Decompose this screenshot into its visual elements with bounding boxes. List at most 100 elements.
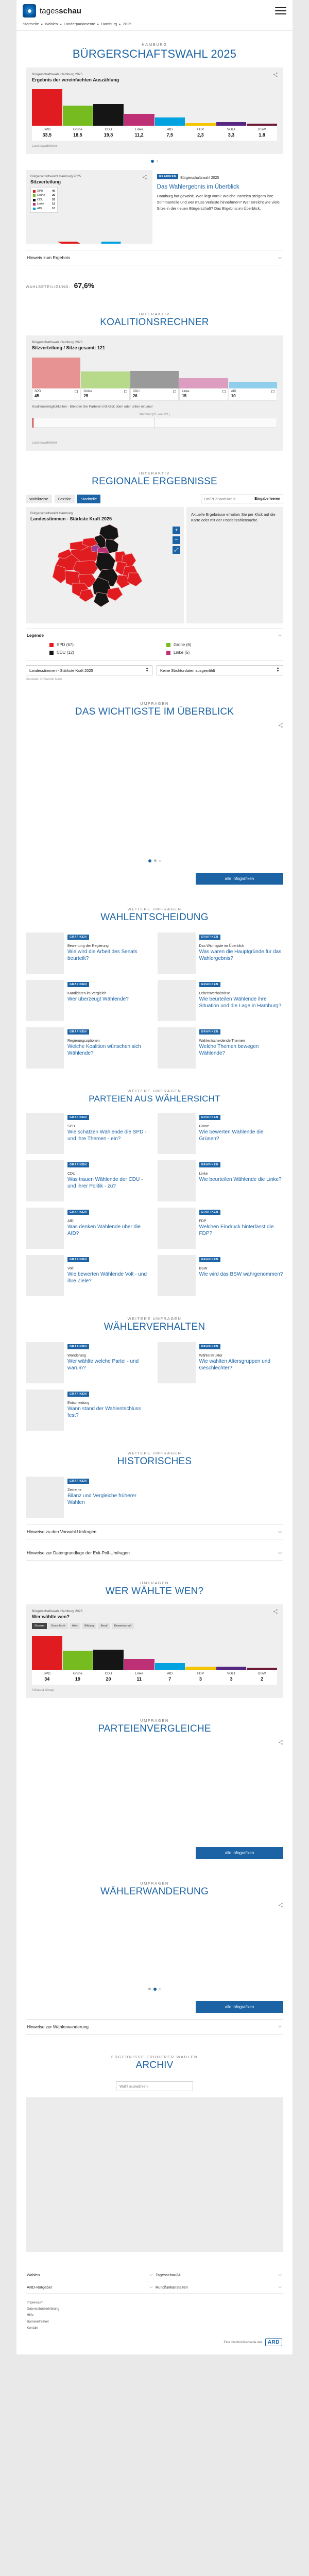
teaser-card[interactable]: GRAFIKEN Linke Wie beurteilen Wählende die… bbox=[157, 1160, 284, 1202]
all-infographics-button[interactable]: alle Infografiken bbox=[196, 2001, 283, 2013]
footer-link[interactable]: ARD-Ratgeber bbox=[26, 2281, 154, 2294]
teaser-title[interactable]: Wie wird das BSW wahrgenommen? bbox=[199, 1272, 283, 1278]
teaser-card[interactable]: GRAFIKEN Kandidaten im Vergleich Wer überz… bbox=[26, 979, 152, 1021]
pv-carousel[interactable] bbox=[26, 1740, 283, 1840]
coalition-checkbox[interactable] bbox=[75, 390, 78, 394]
map-zoom-in-button[interactable]: + bbox=[172, 527, 180, 535]
map-zoom-out-button[interactable]: − bbox=[172, 536, 180, 545]
teaser-title[interactable]: Was waren die Hauptgründe für das Wahler… bbox=[199, 948, 282, 961]
accordion-vorwahl-umfragen[interactable]: Hinweise zu den Vorwahl-Umfragen bbox=[26, 1524, 283, 1540]
footer-meta-link[interactable]: Impressum bbox=[27, 2300, 44, 2304]
carousel-dot-1[interactable] bbox=[150, 159, 154, 163]
map-reset-button[interactable]: ⤢ bbox=[172, 546, 180, 554]
carousel-dot-2[interactable] bbox=[153, 859, 157, 862]
footer-link[interactable]: Tagesschau24 bbox=[154, 2269, 283, 2281]
teaser-title[interactable]: Wann stand der Wahlentschluss fest? bbox=[67, 1406, 141, 1419]
coalition-bar-afd[interactable] bbox=[228, 382, 278, 389]
carousel-dot-1[interactable] bbox=[148, 859, 151, 862]
share-icon[interactable] bbox=[278, 1903, 283, 1908]
share-icon[interactable] bbox=[273, 72, 278, 77]
coalition-party-toggles[interactable]: SPD 45 Grüne 25 CDU 26 Linke 15 AfD 10 bbox=[32, 388, 278, 401]
teaser-card[interactable]: GRAFIKEN SPD Wie schätzen Wählende die SPD… bbox=[26, 1113, 152, 1155]
coalition-cell-cdu[interactable]: CDU 26 bbox=[130, 388, 179, 401]
share-icon[interactable] bbox=[273, 1609, 278, 1614]
teaser-title[interactable]: Was denken Wählende über die AfD? bbox=[67, 1224, 141, 1237]
teaser-card[interactable]: GRAFIKEN Lebensverhältnisse Wie beurteilen… bbox=[157, 979, 284, 1021]
accordion-exit-poll[interactable]: Hinweise zur Datengrundlage der Exit-Pol… bbox=[26, 1546, 283, 1561]
teaser-title[interactable]: Wie beurteilen Wählende die Linke? bbox=[199, 1177, 282, 1183]
hamburger-menu-icon[interactable] bbox=[275, 5, 286, 16]
footer-meta-link[interactable]: Kontakt bbox=[27, 2326, 39, 2330]
breadcrumb-item-2[interactable]: Länderparlamente bbox=[63, 22, 95, 26]
www-tab-group[interactable]: Gesamt Geschlecht Alter Bildung Beruf Gewerks… bbox=[32, 1623, 277, 1630]
www-tab-geschlecht[interactable]: Geschlecht bbox=[48, 1623, 68, 1630]
ww2-carousel-dots[interactable] bbox=[16, 1982, 293, 1994]
coalition-bar-cdu[interactable] bbox=[130, 370, 179, 389]
accordion-waehlerwanderung[interactable]: Hinweise zur Wählerwanderung bbox=[26, 2019, 283, 2035]
teaser-title[interactable]: Was trauen Wählende der CDU - und ihrer … bbox=[67, 1177, 143, 1190]
teaser-title[interactable]: Welche Themen bewegen Wählende? bbox=[199, 1043, 259, 1056]
tab-wahlkreise[interactable]: Wahlkreise bbox=[26, 495, 52, 504]
map-metric-select[interactable]: Landesstimmen - Stärkste Kraft 2025 ▲ ▼ bbox=[26, 665, 152, 676]
coalition-checkbox[interactable] bbox=[124, 390, 127, 394]
teaser-title[interactable]: Wer überzeugt Wählende? bbox=[67, 996, 129, 1002]
all-infographics-button[interactable]: alle Infografiken bbox=[196, 1846, 283, 1859]
coalition-cell-spd[interactable]: SPD 45 bbox=[32, 388, 81, 401]
carousel-dot-3[interactable] bbox=[159, 860, 161, 862]
region-search-input[interactable]: Ort/PLZ/Wahlkreis Eingabe leeren bbox=[201, 495, 283, 504]
map-structure-select[interactable]: Keine Strukturdaten ausgewählt ▲ ▼ bbox=[157, 665, 283, 676]
teaser-title[interactable]: Wie schätzen Wählende die SPD - und ihre… bbox=[67, 1129, 147, 1142]
share-icon[interactable] bbox=[142, 175, 147, 180]
footer-meta-link[interactable]: Hilfe bbox=[27, 2313, 34, 2317]
teaser-title[interactable]: Bilanz und Vergleiche früherer Wahlen bbox=[67, 1493, 136, 1506]
footer-link[interactable]: Rundfunkanstalten bbox=[154, 2281, 283, 2294]
coalition-cell-afd[interactable]: AfD 10 bbox=[228, 388, 278, 401]
coalition-checkbox[interactable] bbox=[271, 390, 275, 394]
teaser-title[interactable]: Wie bewerten Wählende Volt - und ihre Zi… bbox=[67, 1272, 147, 1284]
footer-meta-link[interactable]: Datenschutzerklärung bbox=[27, 2307, 60, 2311]
carousel-dot-3[interactable] bbox=[159, 1988, 161, 1990]
teaser-card[interactable]: GRAFIKEN Das Wichtigste im Überblick Was w… bbox=[157, 932, 284, 974]
teaser-card[interactable]: GRAFIKEN Volt Wie bewerten Wählende Volt -… bbox=[26, 1255, 152, 1297]
accordion-hinweis-ergebnis[interactable]: Hinweis zum Ergebnis bbox=[26, 250, 283, 266]
teaser-card[interactable]: GRAFIKEN CDU Was trauen Wählende der CDU -… bbox=[26, 1160, 152, 1202]
overview-carousel-dots[interactable] bbox=[16, 854, 293, 866]
share-icon[interactable] bbox=[278, 1740, 283, 1745]
tab-stadtteile[interactable]: Stadtteile bbox=[77, 495, 101, 504]
teaser-card[interactable]: GRAFIKEN Bewertung der Regierung Wie wird … bbox=[26, 932, 152, 974]
breadcrumb-item-0[interactable]: Startseite bbox=[23, 22, 39, 26]
coalition-checkbox[interactable] bbox=[222, 390, 226, 394]
breadcrumb-item-3[interactable]: Hamburg bbox=[101, 22, 117, 26]
tab-bezirke[interactable]: Bezirke bbox=[54, 495, 75, 504]
teaser-card[interactable]: GRAFIKEN Wanderung Wer wählte welche Parte… bbox=[26, 1342, 152, 1384]
teaser-card[interactable]: GRAFIKEN Wahlentscheidende Themen Welche T… bbox=[157, 1027, 284, 1069]
all-infographics-button[interactable]: alle Infografiken bbox=[196, 872, 283, 885]
clear-input-button[interactable]: Eingabe leeren bbox=[254, 497, 280, 501]
teaser-title[interactable]: Welche Koalition wünschen sich Wählende? bbox=[67, 1043, 141, 1056]
teaser-card[interactable]: GRAFIKEN Regierungsoptionen Welche Koaliti… bbox=[26, 1027, 152, 1069]
teaser-card[interactable]: GRAFIKEN Grüne Wie bewerten Wählende die G… bbox=[157, 1113, 284, 1155]
breadcrumb-item-1[interactable]: Wahlen bbox=[45, 22, 58, 26]
coalition-cell-linke[interactable]: Linke 15 bbox=[179, 388, 228, 401]
carousel-dot-2[interactable] bbox=[153, 1987, 157, 1991]
coalition-bar-linke[interactable] bbox=[179, 378, 228, 389]
teaser-card[interactable]: GRAFIKEN AfD Was denken Wählende über die … bbox=[26, 1208, 152, 1249]
carousel-dot-1[interactable] bbox=[148, 1988, 151, 1991]
coalition-bar-spd[interactable] bbox=[32, 358, 81, 389]
overview-teaser[interactable]: GRAFIKEN Bürgerschaftswahl 2025 Das Wahle… bbox=[157, 170, 283, 211]
teaser-title[interactable]: Wie wählten Altersgruppen und Geschlecht… bbox=[199, 1359, 270, 1371]
teaser-title[interactable]: Welchen Eindruck hinterlässt die FDP? bbox=[199, 1224, 274, 1237]
footer-link[interactable]: Wahlen bbox=[26, 2269, 154, 2281]
www-tab-beruf[interactable]: Beruf bbox=[98, 1623, 110, 1630]
teaser-title[interactable]: Wer wählte welche Partei - und warum? bbox=[67, 1359, 139, 1371]
carousel-dot-2[interactable] bbox=[156, 160, 159, 162]
share-icon[interactable] bbox=[278, 723, 283, 728]
teaser-card[interactable]: GRAFIKEN Zeitreihe Bilanz und Vergleiche f… bbox=[26, 1477, 152, 1518]
teaser-card[interactable]: GRAFIKEN FDP Welchen Eindruck hinterlässt … bbox=[157, 1208, 284, 1249]
footer-meta-link[interactable]: Barrierefreiheit bbox=[27, 2319, 49, 2324]
www-tab-bildung[interactable]: Bildung bbox=[82, 1623, 97, 1630]
teaser-title[interactable]: Wie wird die Arbeit des Senats beurteilt… bbox=[67, 948, 138, 961]
www-tab-gesamt[interactable]: Gesamt bbox=[32, 1623, 47, 1630]
teaser-title[interactable]: Wie beurteilen Wählende ihre Situation u… bbox=[199, 996, 282, 1009]
map-legend-header[interactable]: Legende bbox=[26, 629, 283, 641]
